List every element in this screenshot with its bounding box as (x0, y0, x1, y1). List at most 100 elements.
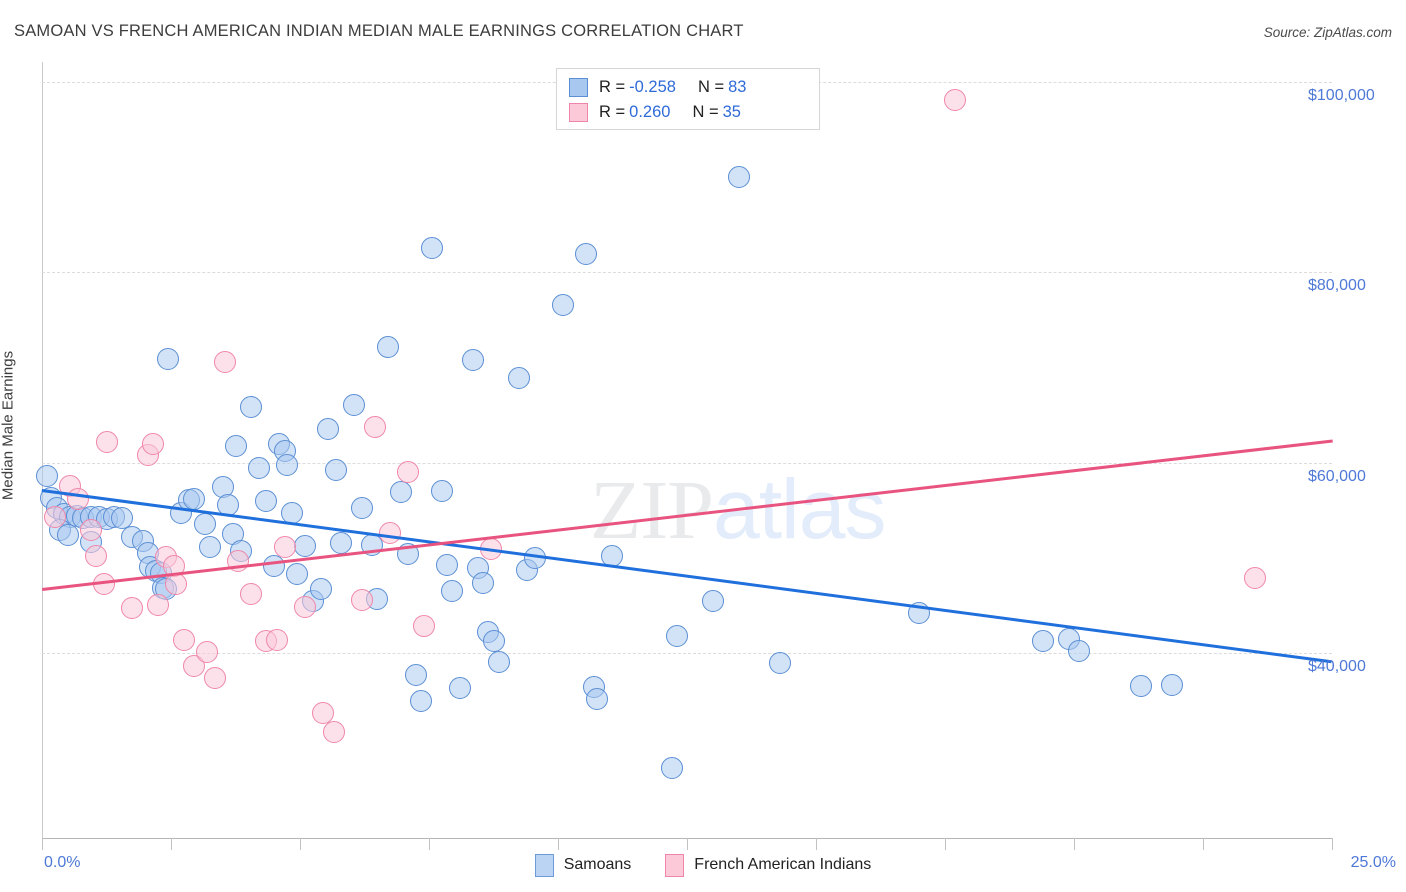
data-point[interactable] (361, 533, 384, 556)
data-point[interactable] (412, 615, 435, 638)
swatch-french-american-indians-icon (569, 103, 588, 122)
gridline-80000 (42, 272, 1332, 274)
data-point[interactable] (294, 535, 317, 558)
data-point[interactable] (309, 578, 332, 601)
data-point[interactable] (768, 652, 791, 675)
data-point[interactable] (286, 563, 309, 585)
data-point[interactable] (147, 594, 170, 617)
data-point[interactable] (224, 434, 247, 457)
data-point[interactable] (350, 497, 373, 520)
data-point[interactable] (908, 602, 931, 625)
data-point[interactable] (379, 522, 402, 545)
data-point[interactable] (322, 720, 345, 743)
legend-row-french-american-indians: R = 0.260 N = 35 (569, 100, 807, 125)
data-point[interactable] (601, 544, 624, 567)
data-point[interactable] (198, 536, 221, 559)
data-point[interactable] (95, 430, 118, 453)
data-point[interactable] (508, 366, 531, 389)
data-point[interactable] (141, 432, 164, 455)
data-point[interactable] (448, 677, 471, 700)
data-point[interactable] (165, 573, 188, 596)
data-point[interactable] (67, 487, 90, 510)
data-point[interactable] (585, 687, 608, 710)
data-point[interactable] (410, 689, 433, 712)
legend-swatch-samoans-icon (534, 853, 554, 877)
data-point[interactable] (92, 572, 115, 595)
data-point[interactable] (1161, 674, 1184, 697)
data-point[interactable] (276, 453, 299, 476)
data-point[interactable] (482, 629, 505, 652)
data-point[interactable] (1068, 640, 1091, 663)
data-point[interactable] (325, 459, 348, 482)
data-point[interactable] (312, 701, 335, 724)
data-point[interactable] (405, 663, 428, 686)
data-point[interactable] (944, 89, 967, 112)
data-point[interactable] (1130, 675, 1153, 698)
y-tick-label-100000: $100,000 (1308, 87, 1375, 104)
data-point[interactable] (330, 531, 353, 554)
data-point[interactable] (255, 489, 278, 512)
data-point[interactable] (281, 502, 304, 525)
data-point[interactable] (441, 580, 464, 603)
data-point[interactable] (436, 554, 459, 577)
data-point[interactable] (461, 348, 484, 371)
data-point[interactable] (80, 519, 103, 542)
data-point[interactable] (239, 582, 262, 605)
legend-item-samoans[interactable]: Samoans (534, 853, 632, 877)
data-point[interactable] (273, 536, 296, 559)
data-point[interactable] (575, 243, 598, 266)
data-point[interactable] (172, 628, 195, 651)
data-point[interactable] (183, 487, 206, 510)
legend-label-samoans: Samoans (563, 856, 632, 873)
data-point[interactable] (430, 480, 453, 503)
y-tick-label-60000: $60,000 (1308, 467, 1366, 485)
data-point[interactable] (214, 350, 237, 373)
data-point[interactable] (420, 236, 443, 259)
data-point[interactable] (363, 416, 386, 439)
data-point[interactable] (1032, 629, 1055, 652)
data-point[interactable] (294, 596, 317, 619)
data-point[interactable] (397, 461, 420, 484)
data-point[interactable] (85, 544, 108, 567)
data-point[interactable] (196, 641, 219, 664)
x-tick-2.5 (171, 838, 172, 850)
data-point[interactable] (216, 493, 239, 516)
data-point[interactable] (263, 555, 286, 578)
data-point[interactable] (660, 757, 683, 780)
data-point[interactable] (239, 395, 262, 418)
data-point[interactable] (523, 546, 546, 569)
legend-item-french-american-indians[interactable]: French American Indians (665, 853, 871, 877)
data-point[interactable] (43, 505, 66, 528)
data-point[interactable] (472, 571, 495, 594)
data-point[interactable] (350, 588, 373, 611)
data-point[interactable] (265, 628, 288, 651)
data-point[interactable] (397, 543, 420, 566)
data-point[interactable] (157, 347, 180, 370)
data-point[interactable] (343, 393, 366, 416)
data-point[interactable] (389, 481, 412, 504)
data-point[interactable] (665, 624, 688, 647)
data-point[interactable] (376, 335, 399, 358)
data-point[interactable] (227, 549, 250, 572)
x-tick-25 (1332, 838, 1333, 850)
data-point[interactable] (479, 538, 502, 561)
data-point[interactable] (56, 523, 79, 546)
data-point[interactable] (727, 166, 750, 189)
data-point[interactable] (317, 418, 340, 441)
x-tick-7.5 (429, 838, 430, 850)
data-point[interactable] (193, 512, 216, 535)
page-title: SAMOAN VS FRENCH AMERICAN INDIAN MEDIAN … (14, 22, 744, 40)
data-point[interactable] (36, 464, 59, 487)
data-point[interactable] (487, 650, 510, 673)
data-point[interactable] (701, 589, 724, 612)
data-point[interactable] (110, 506, 133, 529)
data-point[interactable] (203, 666, 226, 689)
data-point[interactable] (121, 597, 144, 620)
data-point[interactable] (552, 293, 575, 316)
series-legend: Samoans French American Indians (0, 850, 1406, 880)
legend-row-samoans: R = -0.258 N = 83 (569, 75, 807, 100)
r-value-samoans: -0.258 (629, 78, 676, 96)
data-point[interactable] (1243, 566, 1266, 589)
data-point[interactable] (247, 457, 270, 480)
